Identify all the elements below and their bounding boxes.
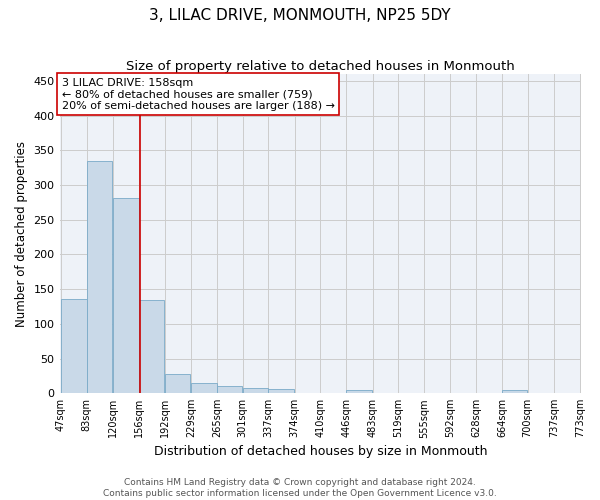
Bar <box>113 198 139 393</box>
Bar <box>87 161 112 393</box>
Text: 3, LILAC DRIVE, MONMOUTH, NP25 5DY: 3, LILAC DRIVE, MONMOUTH, NP25 5DY <box>149 8 451 22</box>
Bar <box>242 388 268 393</box>
X-axis label: Distribution of detached houses by size in Monmouth: Distribution of detached houses by size … <box>154 444 487 458</box>
Bar <box>502 390 527 393</box>
Bar <box>139 300 164 393</box>
Bar <box>268 389 294 393</box>
Bar <box>217 386 242 393</box>
Bar <box>191 383 217 393</box>
Text: Contains HM Land Registry data © Crown copyright and database right 2024.
Contai: Contains HM Land Registry data © Crown c… <box>103 478 497 498</box>
Bar <box>61 299 86 393</box>
Y-axis label: Number of detached properties: Number of detached properties <box>15 140 28 326</box>
Title: Size of property relative to detached houses in Monmouth: Size of property relative to detached ho… <box>126 60 515 73</box>
Bar <box>346 390 371 393</box>
Bar <box>165 374 190 393</box>
Text: 3 LILAC DRIVE: 158sqm
← 80% of detached houses are smaller (759)
20% of semi-det: 3 LILAC DRIVE: 158sqm ← 80% of detached … <box>62 78 335 111</box>
